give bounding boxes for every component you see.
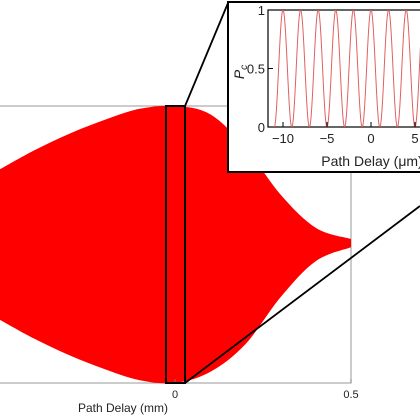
inset-y-tick-label: 0.5: [247, 62, 265, 77]
inset-x-ticks: −10 −5 0 5: [272, 122, 419, 146]
inset-x-tick-label: 5: [411, 131, 418, 146]
main-x-tick-label: 0: [172, 389, 178, 401]
inset-y-tick-label: 0: [258, 120, 265, 135]
main-chart: 0 0.5 Path Delay (mm): [0, 105, 359, 415]
zoom-connector-top: [184, 2, 229, 107]
zoom-connector-bottom: [184, 205, 420, 384]
inset-y-ticks: 00.51: [247, 3, 273, 135]
main-x-ticks: 0 0.5: [172, 379, 359, 401]
inset-y-tick-label: 1: [258, 3, 265, 18]
inset-x-axis-label: Path Delay (μm): [321, 153, 420, 169]
zoom-window: [164, 105, 187, 384]
inset-x-tick-label: 0: [367, 131, 374, 146]
main-x-axis-label: Path Delay (mm): [78, 401, 168, 415]
inset-chart: −10 −5 0 5 00.51 Path Delay (μm) Pc: [227, 1, 420, 173]
inset-x-tick-label: −5: [320, 131, 335, 146]
main-envelope-area: [0, 105, 351, 384]
main-x-tick-label: 0.5: [343, 389, 358, 401]
inset-x-tick-label: −10: [272, 131, 294, 146]
inset-series-line: [273, 10, 420, 127]
inset-y-axis-label-sub: c: [239, 65, 250, 70]
inset-y-axis-label: Pc: [231, 65, 250, 79]
inset-y-axis-label-main: P: [231, 69, 247, 79]
